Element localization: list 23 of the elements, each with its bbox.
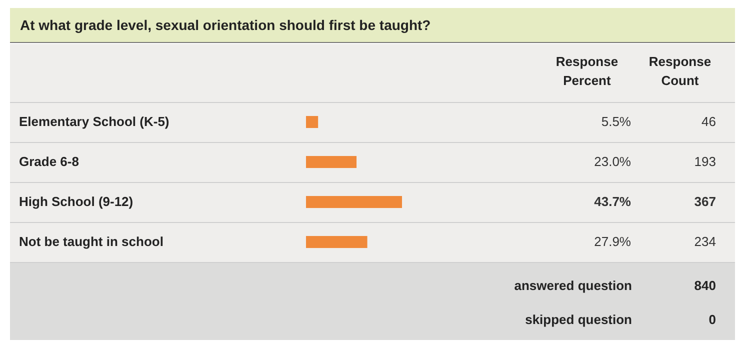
- bar: [306, 156, 357, 168]
- data-label: 43.7%: [594, 194, 632, 209]
- data-label: 27.9%: [594, 234, 632, 249]
- bar: [306, 196, 402, 208]
- y-tick-label: High School (9-12): [19, 194, 134, 209]
- text: 367: [694, 194, 716, 209]
- text: Response Count: [648, 53, 712, 90]
- text: 46: [702, 114, 716, 129]
- chart-title: At what grade level, sexual orientation should first be taught?: [10, 8, 735, 43]
- y-tick-label: Elementary School (K-5): [19, 114, 170, 129]
- text: Response Percent: [554, 53, 620, 90]
- text: 840: [693, 278, 716, 293]
- bar: [306, 116, 318, 128]
- data-label: 23.0%: [594, 154, 632, 169]
- text: answered question: [513, 278, 632, 293]
- y-tick-label: Not be taught in school: [19, 234, 164, 249]
- text: 0: [708, 312, 716, 327]
- bar: [306, 236, 368, 248]
- text: skipped question: [524, 312, 632, 327]
- text: 193: [694, 154, 716, 169]
- text: 234: [694, 234, 716, 249]
- data-label: 5.5%: [601, 114, 632, 129]
- y-tick-label: Grade 6-8: [19, 154, 79, 169]
